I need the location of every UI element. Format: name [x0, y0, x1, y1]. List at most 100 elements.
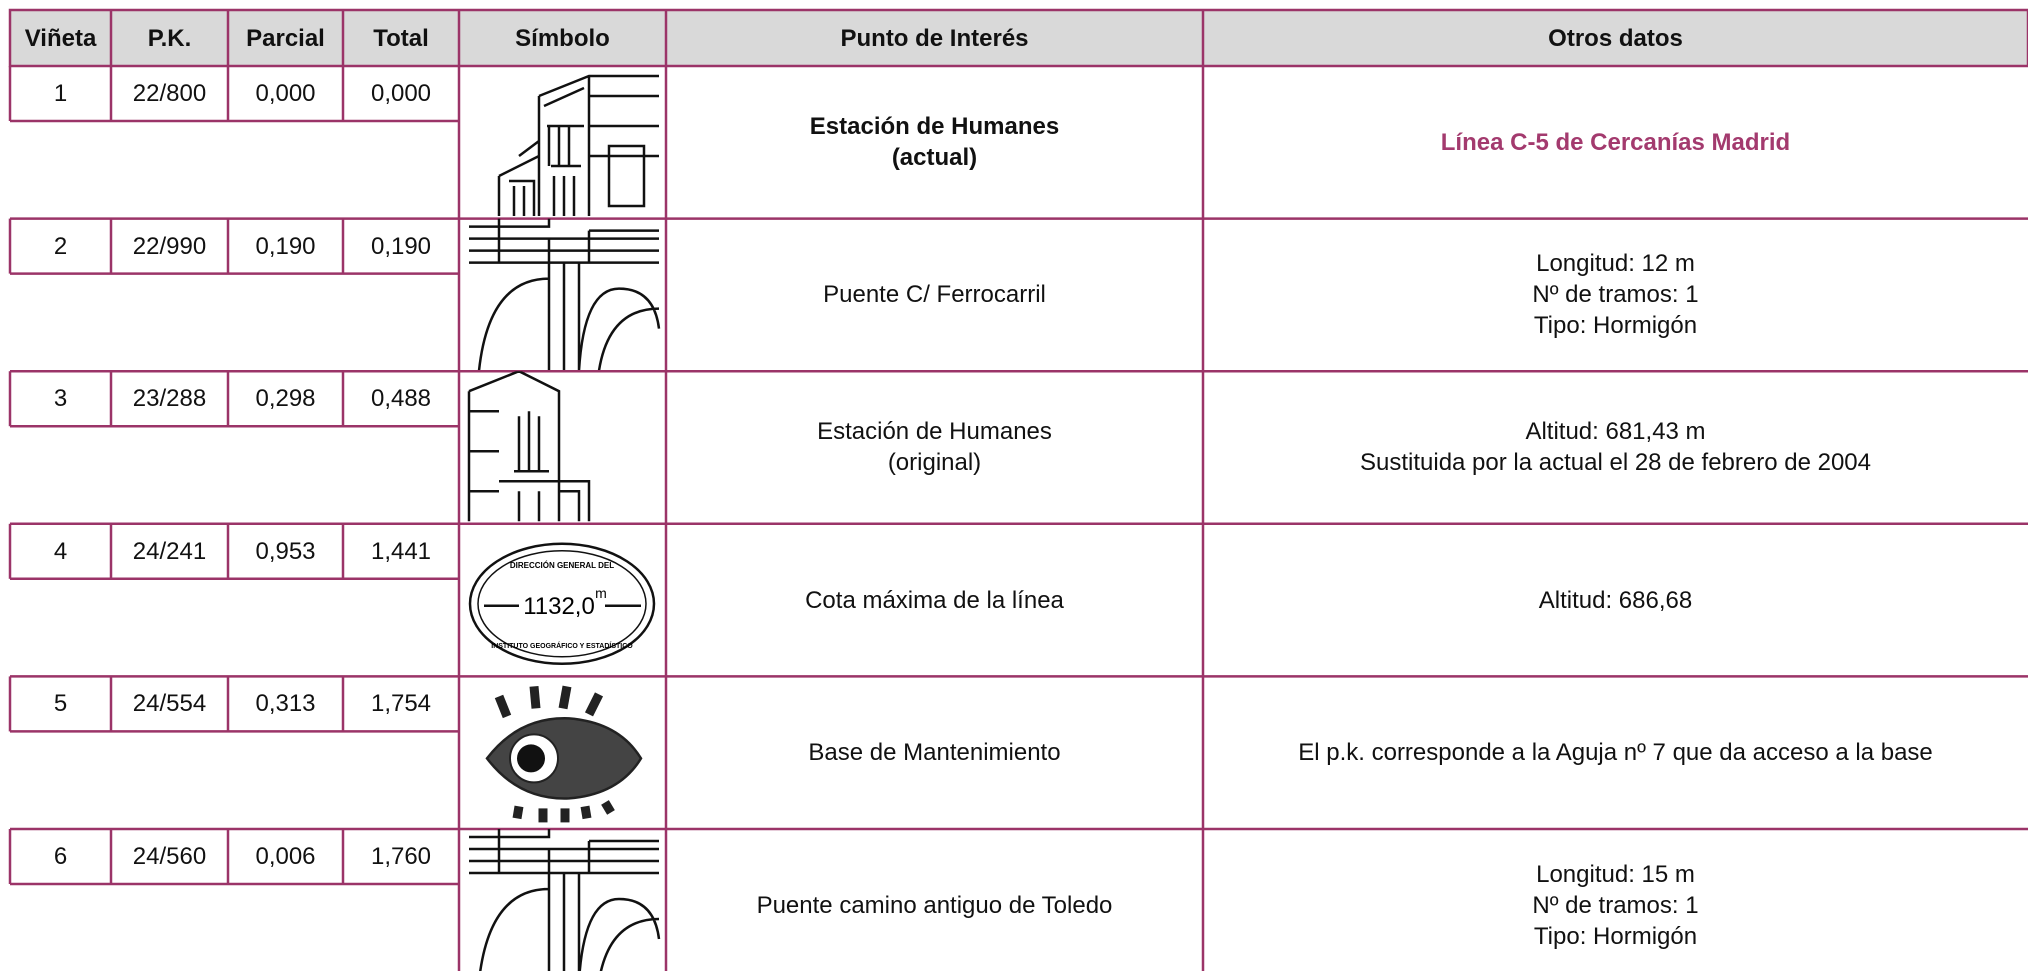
number-cell: 23/288	[111, 371, 228, 426]
number-cell: 1,760	[343, 829, 459, 884]
text: 0,488	[370, 385, 432, 413]
text: Punto de Interés	[840, 24, 1029, 52]
text: Longitud: 15 m	[1536, 860, 1695, 888]
icon-line	[469, 829, 661, 971]
poi-cell: Base de Mantenimiento	[666, 676, 1203, 829]
info-cell: El p.k. corresponde a la Aguja nº 7 que …	[1203, 676, 2028, 829]
number-cell: 1,754	[343, 676, 459, 731]
number-cell: 0,298	[228, 371, 343, 426]
info-cell: Longitud: 12 m Nº de tramos: 1 Tipo: Hormi…	[1203, 219, 2028, 372]
header-cell: Símbolo	[459, 10, 666, 66]
text: 5	[53, 690, 68, 718]
header-cell: P.K.	[111, 10, 228, 66]
text: 4	[53, 537, 68, 565]
number-cell: 24/560	[111, 829, 228, 884]
text: Altitud: 686,68	[1538, 586, 1693, 614]
symbol-icon	[469, 829, 661, 971]
text: Base de Mantenimiento	[808, 739, 1061, 767]
icon-line	[494, 694, 512, 719]
icon-line	[477, 550, 647, 658]
info-cell: Altitud: 681,43 m Sustituida por la actua…	[1203, 371, 2028, 524]
text: Puente C/ Ferrocarril	[823, 281, 1046, 309]
text: P.K.	[147, 24, 192, 52]
text: Símbolo	[515, 24, 610, 52]
icon-line	[584, 692, 604, 717]
number-cell: 5	[10, 676, 111, 731]
number-cell: 6	[10, 829, 111, 884]
text: 24/241	[132, 537, 207, 565]
header-cell: Parcial	[228, 10, 343, 66]
icon-line	[467, 371, 591, 522]
number-cell: 0,000	[228, 66, 343, 121]
text: (actual)	[891, 144, 978, 172]
text: 2	[53, 232, 68, 260]
text: 6	[53, 843, 68, 870]
stamp-text: INSTITUTO GEOGRÁFICO Y ESTADÍSTICO	[491, 641, 633, 650]
symbol-icon	[467, 371, 591, 522]
stamp-unit: m	[595, 585, 607, 601]
icon-line	[580, 805, 592, 820]
text: Viñeta	[24, 24, 97, 52]
icon-line	[529, 685, 541, 709]
text: 22/800	[132, 80, 207, 107]
number-cell: 3	[10, 371, 111, 426]
icon-line	[469, 218, 661, 371]
symbol-icon	[469, 218, 661, 371]
info-cell: Línea C-5 de Cercanías Madrid	[1203, 66, 2028, 219]
poi-cell: Cota máxima de la línea	[666, 524, 1203, 677]
text: Línea C-5 de Cercanías Madrid	[1440, 128, 1791, 156]
header-cell: Total	[343, 10, 459, 66]
text: El p.k. corresponde a la Aguja nº 7 que …	[1298, 739, 1933, 767]
stamp-value: 1132,0	[523, 593, 595, 620]
icon-line	[497, 74, 659, 216]
header-cell: Otros datos	[1203, 10, 2028, 66]
symbol-icon	[485, 685, 643, 823]
text: 1,441	[370, 537, 432, 565]
text: Altitud: 681,43 m	[1525, 418, 1706, 446]
stamp-text: DIRECCIÓN GENERAL DEL	[510, 561, 614, 570]
text: 23/288	[132, 385, 207, 413]
text: Longitud: 12 m	[1536, 250, 1695, 278]
symbol-icon	[497, 74, 659, 216]
text: 0,000	[370, 80, 432, 107]
number-cell: 0,488	[343, 371, 459, 426]
info-cell: Longitud: 15 m Nº de tramos: 1 Tipo: Hormi…	[1203, 829, 2028, 971]
number-cell: 24/554	[111, 676, 228, 731]
header-cell: Viñeta	[10, 10, 111, 66]
number-cell: 4	[10, 524, 111, 579]
header-cell: Punto de Interés	[666, 10, 1203, 66]
text: Estación de Humanes	[817, 418, 1052, 446]
icon-line	[601, 800, 615, 815]
text: 0,953	[255, 537, 316, 565]
poi-cell: Estación de Humanes (actual)	[666, 66, 1203, 219]
icon-eye	[517, 744, 545, 773]
text: 0,298	[255, 385, 316, 413]
number-cell: 0,313	[228, 676, 343, 731]
number-cell: 24/241	[111, 524, 228, 579]
text: Otros datos	[1548, 24, 1683, 52]
text: 24/560	[132, 843, 207, 870]
header-bg	[8, 8, 2028, 68]
text: 1,760	[370, 843, 432, 870]
text: 0,313	[255, 690, 316, 718]
icon-line	[512, 805, 524, 820]
text: 0,190	[255, 232, 316, 260]
number-cell: 1,441	[343, 524, 459, 579]
text: 0,000	[255, 80, 316, 107]
number-cell: 22/800	[111, 66, 228, 121]
number-cell: 2	[10, 219, 111, 274]
number-cell: 1	[10, 66, 111, 121]
number-cell: 0,190	[228, 219, 343, 274]
text: 0,190	[370, 232, 432, 260]
text: 24/554	[132, 690, 207, 718]
text: Cota máxima de la línea	[805, 586, 1064, 614]
symbol-icon: DIRECCIÓN GENERAL DEL 1132,0 m INSTITUTO GE…	[468, 542, 656, 666]
text: Nº de tramos: 1	[1532, 891, 1699, 919]
number-cell: 0,953	[228, 524, 343, 579]
text: Nº de tramos: 1	[1532, 281, 1699, 309]
number-cell: 22/990	[111, 219, 228, 274]
text: 1	[53, 80, 68, 107]
icon-line	[468, 542, 656, 666]
